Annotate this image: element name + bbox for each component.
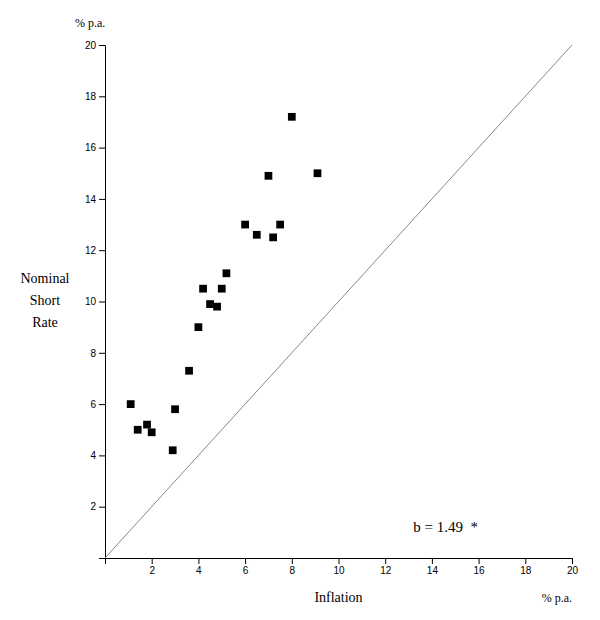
scatter-point [199, 285, 207, 293]
x-axis-line [106, 559, 573, 565]
x-tick-label: 6 [243, 565, 249, 576]
scatter-point [269, 234, 277, 242]
x-tick-label: 18 [520, 565, 532, 576]
x-tick-label: 10 [333, 565, 345, 576]
reference-line [105, 45, 572, 558]
x-axis: 2 4 6 8 10 12 14 16 18 20 [106, 558, 579, 576]
y-axis: 2 4 6 8 10 12 14 16 18 20 [85, 40, 106, 559]
x-tick-mark [292, 558, 293, 564]
y-axis-line [99, 46, 106, 559]
y-axis-title-line: Nominal [21, 271, 70, 286]
y-tick-mark [99, 250, 105, 251]
x-tick: 10 [333, 558, 345, 576]
y-tick: 18 [85, 91, 105, 102]
scatter-point [134, 426, 142, 434]
x-tick-mark [152, 558, 153, 564]
scatter-point [206, 300, 214, 308]
marks [105, 45, 572, 558]
scatter-point [127, 400, 135, 408]
y-tick-mark [99, 148, 105, 149]
scatter-point [218, 285, 226, 293]
y-tick: 14 [85, 194, 105, 205]
y-tick-mark [99, 455, 105, 456]
x-axis-unit: % p.a. [542, 591, 572, 605]
scatter-point [148, 428, 156, 436]
scatter-point [265, 172, 273, 180]
scatter-point [171, 405, 179, 413]
y-tick-mark [99, 302, 105, 303]
x-tick-mark [479, 558, 480, 564]
y-tick: 4 [90, 450, 105, 461]
x-tick: 18 [520, 558, 532, 576]
y-tick: 2 [90, 501, 105, 512]
x-tick-label: 2 [149, 565, 155, 576]
y-tick: 12 [85, 245, 105, 256]
scatter-point [276, 221, 284, 229]
x-tick-label: 16 [474, 565, 486, 576]
y-tick-label: 6 [90, 399, 96, 410]
scatter-point [213, 303, 221, 311]
chart-svg: 2 4 6 8 10 12 14 16 18 20 2 4 6 8 10 12 14 16 18 20 b = 1.49… [0, 0, 600, 620]
x-axis-title: Inflation [314, 590, 362, 605]
scatter-point [185, 367, 193, 375]
scatter-point [253, 231, 261, 239]
x-tick-mark [525, 558, 526, 564]
x-tick: 16 [474, 558, 486, 576]
y-axis-title-line: Short [30, 293, 60, 308]
scatter-point [241, 221, 249, 229]
y-tick-label: 14 [85, 194, 97, 205]
plot: 2 4 6 8 10 12 14 16 18 20 2 4 6 8 10 12 14 16 18 20 b = 1.49… [85, 40, 579, 576]
y-tick-mark [99, 353, 105, 354]
x-tick: 8 [290, 558, 296, 576]
y-tick-label: 12 [85, 245, 97, 256]
x-tick-label: 14 [427, 565, 439, 576]
y-tick: 6 [90, 399, 105, 410]
x-tick: 6 [243, 558, 249, 576]
chart-container: 2 4 6 8 10 12 14 16 18 20 2 4 6 8 10 12 14 16 18 20 b = 1.49… [0, 0, 600, 620]
y-tick-label: 10 [85, 296, 97, 307]
y-tick: 16 [85, 142, 105, 153]
y-tick-label: 16 [85, 142, 97, 153]
x-tick: 2 [149, 558, 155, 576]
annotation: b = 1.49 * [413, 519, 478, 535]
x-tick-label: 20 [567, 565, 579, 576]
scatter-point [169, 446, 177, 454]
x-tick-mark [198, 558, 199, 564]
y-tick-mark [99, 199, 105, 200]
y-tick-label: 20 [85, 40, 97, 51]
x-tick-mark [245, 558, 246, 564]
x-tick: 14 [427, 558, 439, 576]
x-tick-mark [572, 558, 573, 564]
x-tick: 12 [380, 558, 392, 576]
x-tick-label: 8 [290, 565, 296, 576]
y-tick-mark [99, 45, 105, 46]
x-tick: 4 [196, 558, 202, 576]
y-tick-label: 8 [90, 348, 96, 359]
y-tick: 10 [85, 296, 105, 307]
y-axis-title: Nominal Short Rate [21, 271, 70, 330]
x-tick-label: 4 [196, 565, 202, 576]
x-tick-mark [339, 558, 340, 564]
y-tick: 8 [90, 348, 105, 359]
x-tick: 20 [567, 558, 579, 576]
scatter-point [223, 269, 231, 277]
scatter-point [143, 421, 151, 429]
y-tick-label: 2 [90, 501, 96, 512]
y-tick-mark [99, 96, 105, 97]
y-tick-mark [99, 404, 105, 405]
y-axis-title-line: Rate [32, 315, 58, 330]
scatter-point [288, 113, 296, 121]
x-tick-mark [432, 558, 433, 564]
x-tick-label: 12 [380, 565, 392, 576]
y-tick-label: 18 [85, 91, 97, 102]
y-tick: 20 [85, 40, 105, 51]
y-tick-mark [99, 507, 105, 508]
scatter-point [195, 323, 203, 331]
x-tick-mark [385, 558, 386, 564]
scatter-point [314, 169, 322, 177]
y-axis-unit: % p.a. [75, 16, 105, 30]
y-tick-label: 4 [90, 450, 96, 461]
